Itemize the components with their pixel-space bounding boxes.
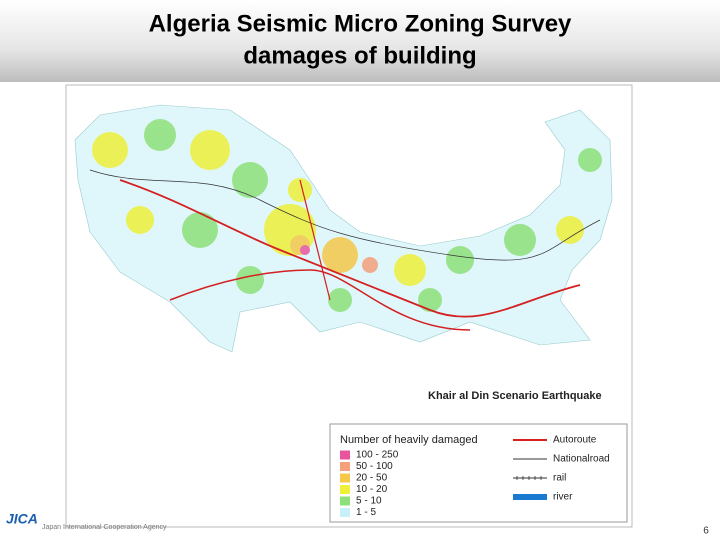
legend-swatch bbox=[340, 450, 350, 460]
legend-swatch bbox=[340, 473, 350, 483]
legend-range: 20 - 50 bbox=[356, 473, 388, 484]
legend-range: 50 - 100 bbox=[356, 461, 393, 472]
legend-line bbox=[513, 494, 547, 500]
map-caption: Khair al Din Scenario Earthquake bbox=[428, 390, 602, 402]
legend-swatch bbox=[340, 496, 350, 506]
autoroute bbox=[169, 269, 471, 331]
legend-range: 100 - 250 bbox=[356, 450, 399, 461]
legend-line-label: river bbox=[553, 492, 573, 503]
title-line: Algeria Seismic Micro Zoning Survey bbox=[149, 10, 572, 37]
legend-range: 1 - 5 bbox=[356, 507, 376, 518]
legend-range: 10 - 20 bbox=[356, 484, 388, 495]
legend-swatch bbox=[340, 462, 350, 471]
org-name: Japan International Cooperation Agency bbox=[42, 524, 167, 531]
legend-line-label: rail bbox=[553, 473, 566, 484]
legend-line-label: Nationalroad bbox=[553, 454, 610, 465]
legend-swatch bbox=[340, 485, 350, 494]
legend-swatch bbox=[340, 508, 350, 517]
map bbox=[74, 104, 613, 353]
damage-patches bbox=[92, 119, 602, 312]
legend-title: Number of heavily damaged bbox=[340, 434, 478, 446]
legend-line-label: Autoroute bbox=[553, 435, 597, 446]
title-line: damages of building bbox=[243, 42, 476, 69]
autoroute bbox=[119, 179, 581, 318]
nationalroad bbox=[89, 169, 601, 261]
page-number: 6 bbox=[703, 526, 709, 537]
legend-range: 5 - 10 bbox=[356, 496, 382, 507]
autoroute bbox=[299, 179, 331, 301]
logo: JICA bbox=[6, 511, 38, 527]
legend-box bbox=[329, 423, 628, 523]
header-bar bbox=[0, 0, 720, 82]
